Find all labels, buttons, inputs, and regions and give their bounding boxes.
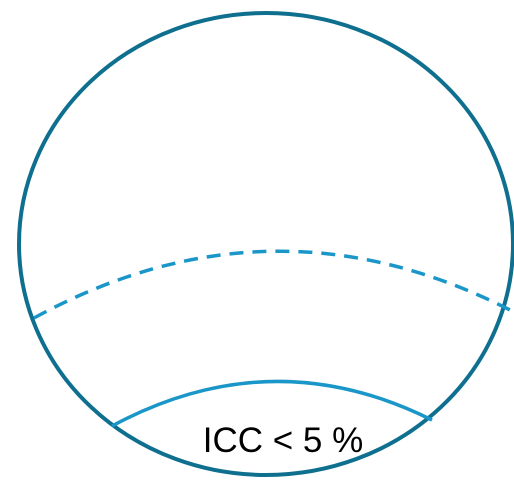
icc-region-arc (111, 379, 433, 428)
icc-region-label: ICC < 5 % (203, 421, 363, 460)
outer-circle (17, 11, 514, 477)
dashed-boundary-arc (33, 249, 513, 320)
